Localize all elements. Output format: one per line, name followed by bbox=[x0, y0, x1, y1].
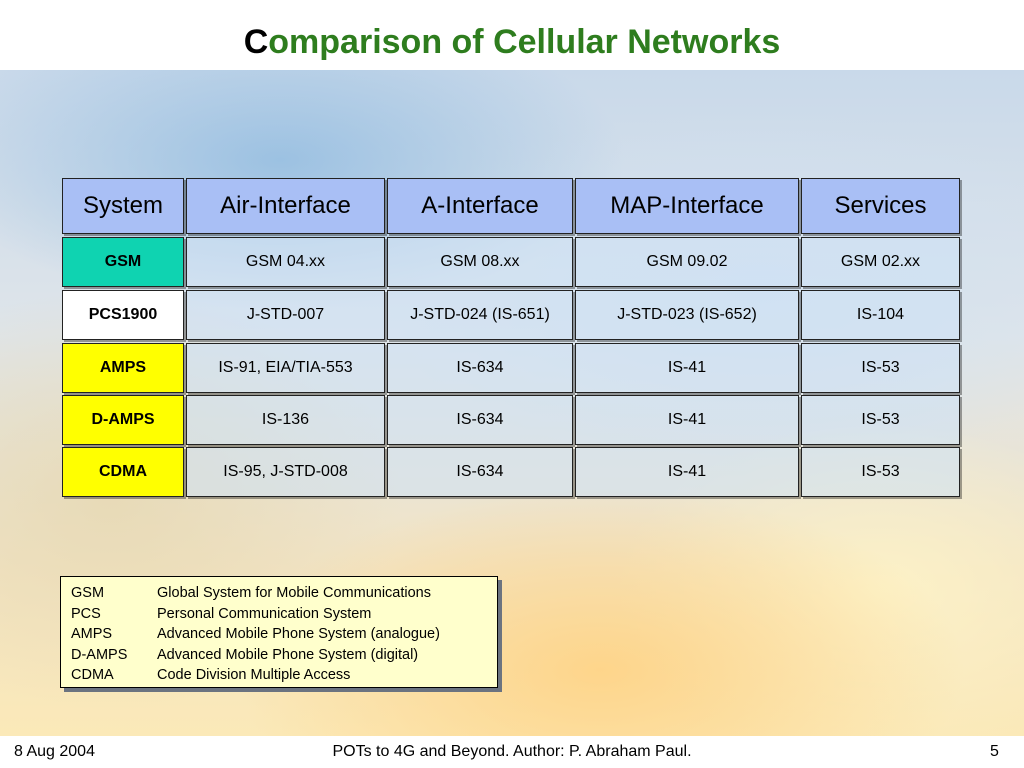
legend-abbr: GSM bbox=[71, 585, 105, 601]
row-cdma-map: IS-41 bbox=[575, 447, 799, 497]
row-gsm-air: GSM 04.xx bbox=[186, 237, 385, 287]
legend-text: Personal Communication System bbox=[157, 605, 372, 622]
row-amps-services: IS-53 bbox=[801, 343, 960, 393]
row-cdma-air: IS-95, J-STD-008 bbox=[186, 447, 385, 497]
row-cdma-a: IS-634 bbox=[387, 447, 573, 497]
row-pcs1900-air: J-STD-007 bbox=[186, 290, 385, 340]
footer-page-number: 5 bbox=[990, 743, 999, 760]
header-a-interface: A-Interface bbox=[387, 178, 573, 234]
slide-title: Comparison of Cellular Networks bbox=[0, 20, 1024, 64]
row-gsm-a: GSM 08.xx bbox=[387, 237, 573, 287]
legend-text: Code Division Multiple Access bbox=[157, 667, 351, 683]
abbreviation-legend: GSM Global System for Mobile Communicatio… bbox=[60, 576, 498, 688]
row-d-amps-a: IS-634 bbox=[387, 395, 573, 445]
footer-center-text: POTs to 4G and Beyond. Author: P. Abraha… bbox=[332, 743, 692, 760]
header-air-interface: Air-Interface bbox=[186, 178, 385, 234]
legend-text: Advanced Mobile Phone System (analogue) bbox=[157, 626, 440, 642]
row-d-amps-air: IS-136 bbox=[186, 395, 385, 445]
row-gsm-services: GSM 02.xx bbox=[801, 237, 960, 287]
row-amps-air: IS-91, EIA/TIA-553 bbox=[186, 343, 385, 393]
row-d-amps-services: IS-53 bbox=[801, 395, 960, 445]
header-services: Services bbox=[801, 178, 960, 234]
row-pcs1900-a: J-STD-024 (IS-651) bbox=[387, 290, 573, 340]
header-map-interface: MAP-Interface bbox=[575, 178, 799, 234]
footer-date: 8 Aug 2004 bbox=[14, 743, 95, 760]
legend-row: PCS Personal Communication System bbox=[71, 604, 487, 625]
legend-text: Global System for Mobile Communications bbox=[157, 585, 431, 601]
legend-abbr: PCS bbox=[71, 605, 101, 622]
row-amps-a: IS-634 bbox=[387, 343, 573, 393]
row-cdma-system: CDMA bbox=[62, 447, 184, 497]
row-pcs1900-services: IS-104 bbox=[801, 290, 960, 340]
row-cdma-services: IS-53 bbox=[801, 447, 960, 497]
row-amps-map: IS-41 bbox=[575, 343, 799, 393]
legend-abbr: D-AMPS bbox=[71, 646, 128, 663]
row-pcs1900-map: J-STD-023 (IS-652) bbox=[575, 290, 799, 340]
row-d-amps-map: IS-41 bbox=[575, 395, 799, 445]
header-system: System bbox=[62, 178, 184, 234]
legend-abbr: AMPS bbox=[71, 626, 113, 642]
row-amps-system: AMPS bbox=[62, 343, 184, 393]
title-first-letter: C bbox=[243, 23, 269, 61]
row-gsm-map: GSM 09.02 bbox=[575, 237, 799, 287]
legend-row: GSM Global System for Mobile Communicatio… bbox=[71, 583, 487, 604]
row-d-amps-system: D-AMPS bbox=[62, 395, 184, 445]
legend-text: Advanced Mobile Phone System (digital) bbox=[157, 646, 419, 663]
row-gsm-system: GSM bbox=[62, 237, 184, 287]
row-pcs1900-system: PCS1900 bbox=[62, 290, 184, 340]
legend-abbr: CDMA bbox=[71, 667, 114, 683]
legend-row: AMPS Advanced Mobile Phone System (analog… bbox=[71, 624, 487, 645]
title-rest: omparison of Cellular Networks bbox=[268, 23, 781, 61]
legend-row: D-AMPS Advanced Mobile Phone System (digi… bbox=[71, 645, 487, 666]
legend-row: CDMA Code Division Multiple Access bbox=[71, 665, 487, 686]
